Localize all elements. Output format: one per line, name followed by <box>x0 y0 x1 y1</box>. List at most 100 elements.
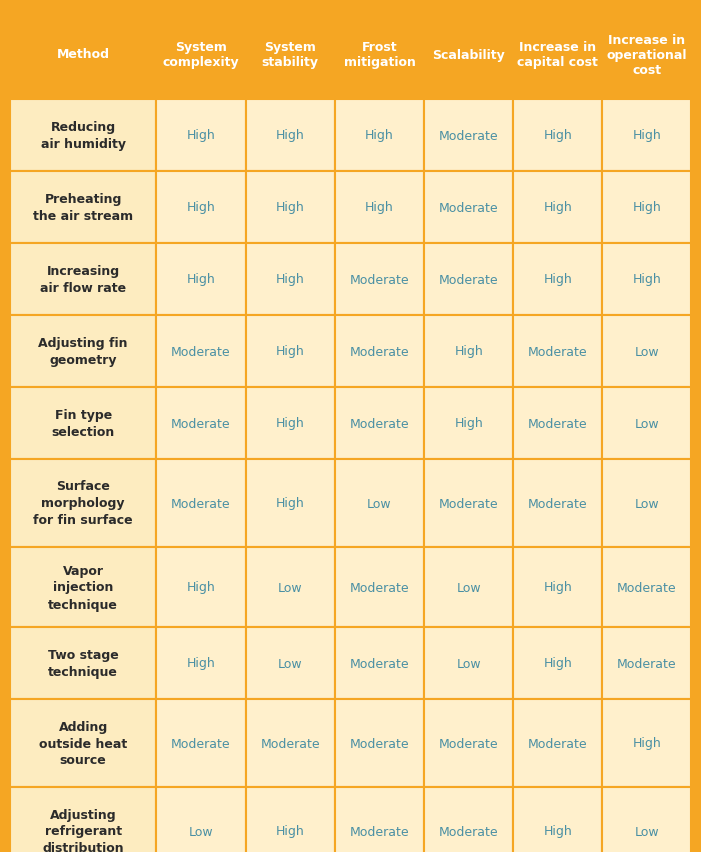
Bar <box>335 459 424 547</box>
Text: High: High <box>186 581 215 594</box>
Text: High: High <box>276 417 305 430</box>
Text: Moderate: Moderate <box>171 497 231 509</box>
Bar <box>513 547 602 627</box>
Bar <box>424 315 513 388</box>
Bar <box>10 388 156 459</box>
Bar <box>10 315 156 388</box>
Text: High: High <box>186 273 215 286</box>
Text: High: High <box>276 273 305 286</box>
Text: High: High <box>632 273 661 286</box>
Text: Increase in
capital cost: Increase in capital cost <box>517 41 598 69</box>
Text: Low: Low <box>634 825 659 838</box>
Text: Moderate: Moderate <box>528 497 587 509</box>
Bar <box>513 699 602 787</box>
Bar <box>424 10 513 100</box>
Bar <box>156 172 245 244</box>
Bar <box>156 315 245 388</box>
Text: Method: Method <box>57 49 110 61</box>
Bar <box>602 699 691 787</box>
Text: Moderate: Moderate <box>171 345 231 358</box>
Text: Moderate: Moderate <box>350 273 409 286</box>
Text: Moderate: Moderate <box>528 737 587 750</box>
Text: High: High <box>365 130 394 142</box>
Bar <box>10 172 156 244</box>
Bar <box>245 10 335 100</box>
Bar <box>156 699 245 787</box>
Bar <box>10 100 156 172</box>
Bar <box>10 10 156 100</box>
Text: Moderate: Moderate <box>439 273 498 286</box>
Bar <box>424 388 513 459</box>
Text: Moderate: Moderate <box>350 825 409 838</box>
Bar <box>602 172 691 244</box>
Text: Low: Low <box>278 581 303 594</box>
Text: High: High <box>276 201 305 214</box>
Text: Low: Low <box>456 581 481 594</box>
Text: Moderate: Moderate <box>350 581 409 594</box>
Bar <box>156 459 245 547</box>
Bar <box>156 627 245 699</box>
Text: Low: Low <box>189 825 213 838</box>
Bar <box>156 10 245 100</box>
Bar <box>602 787 691 852</box>
Bar <box>513 10 602 100</box>
Bar <box>424 172 513 244</box>
Text: Two stage
technique: Two stage technique <box>48 648 118 678</box>
Bar <box>245 627 335 699</box>
Text: Moderate: Moderate <box>528 417 587 430</box>
Text: High: High <box>543 657 572 670</box>
Bar <box>335 10 424 100</box>
Bar <box>335 699 424 787</box>
Text: Adjusting
refrigerant
distribution: Adjusting refrigerant distribution <box>42 808 124 852</box>
Bar <box>424 699 513 787</box>
Bar <box>513 787 602 852</box>
Text: High: High <box>632 130 661 142</box>
Text: High: High <box>543 273 572 286</box>
Bar <box>424 244 513 315</box>
Bar <box>156 388 245 459</box>
Bar <box>10 459 156 547</box>
Bar <box>245 315 335 388</box>
Text: High: High <box>276 345 305 358</box>
Bar <box>245 547 335 627</box>
Text: High: High <box>186 130 215 142</box>
Text: Moderate: Moderate <box>528 345 587 358</box>
Bar <box>513 172 602 244</box>
Bar <box>10 547 156 627</box>
Bar <box>245 172 335 244</box>
Text: High: High <box>454 417 483 430</box>
Text: Low: Low <box>634 417 659 430</box>
Text: High: High <box>276 497 305 509</box>
Text: Moderate: Moderate <box>350 417 409 430</box>
Bar <box>10 787 156 852</box>
Text: Moderate: Moderate <box>439 497 498 509</box>
Bar <box>602 627 691 699</box>
Bar <box>335 172 424 244</box>
Bar <box>245 699 335 787</box>
Bar <box>156 100 245 172</box>
Text: Frost
mitigation: Frost mitigation <box>343 41 416 69</box>
Text: Fin type
selection: Fin type selection <box>52 408 115 439</box>
Bar <box>602 459 691 547</box>
Bar <box>602 244 691 315</box>
Text: High: High <box>632 201 661 214</box>
Text: High: High <box>365 201 394 214</box>
Bar <box>513 244 602 315</box>
Bar <box>335 100 424 172</box>
Bar <box>424 100 513 172</box>
Bar <box>335 787 424 852</box>
Text: Moderate: Moderate <box>350 737 409 750</box>
Bar <box>335 388 424 459</box>
Text: Moderate: Moderate <box>350 345 409 358</box>
Bar <box>245 459 335 547</box>
Bar <box>335 547 424 627</box>
Bar <box>513 459 602 547</box>
Bar <box>156 244 245 315</box>
Bar <box>602 315 691 388</box>
Text: High: High <box>543 581 572 594</box>
Text: Scalability: Scalability <box>433 49 505 61</box>
Text: Moderate: Moderate <box>617 581 676 594</box>
Text: Increasing
air flow rate: Increasing air flow rate <box>40 265 126 295</box>
Bar <box>10 244 156 315</box>
Bar <box>10 627 156 699</box>
